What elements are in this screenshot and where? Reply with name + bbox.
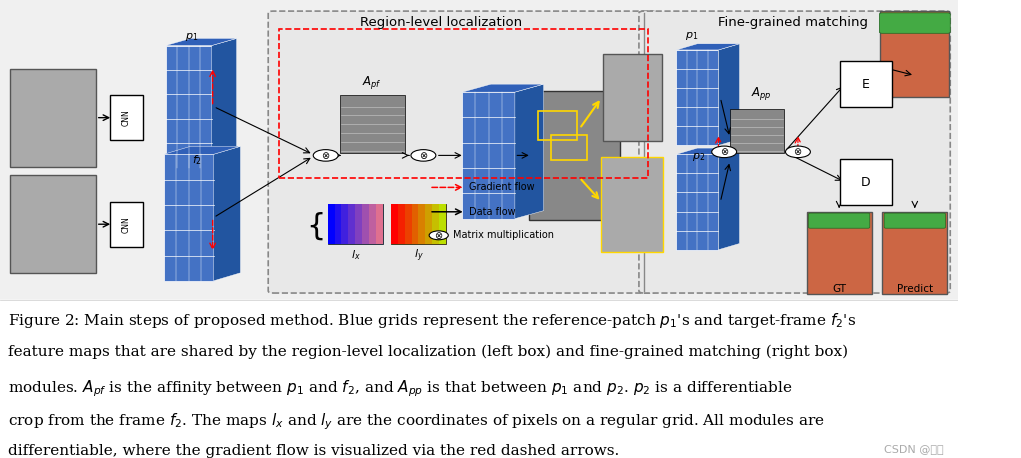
FancyBboxPatch shape: [110, 202, 143, 247]
FancyBboxPatch shape: [335, 204, 341, 244]
FancyBboxPatch shape: [882, 212, 947, 294]
Text: feature maps that are shared by the region-level localization (left box) and fin: feature maps that are shared by the regi…: [8, 345, 847, 360]
FancyBboxPatch shape: [411, 204, 419, 244]
Text: differentiable, where the gradient flow is visualized via the red dashed arrows.: differentiable, where the gradient flow …: [8, 444, 619, 458]
Polygon shape: [213, 146, 240, 281]
Text: Region-level localization: Region-level localization: [359, 16, 522, 28]
FancyBboxPatch shape: [165, 45, 211, 168]
FancyBboxPatch shape: [269, 11, 657, 293]
Circle shape: [785, 146, 811, 158]
FancyBboxPatch shape: [676, 154, 719, 250]
Text: $\otimes$: $\otimes$: [720, 147, 729, 158]
Text: Gradient flow: Gradient flow: [470, 182, 535, 192]
FancyBboxPatch shape: [376, 204, 383, 244]
Text: CNN: CNN: [121, 109, 131, 126]
Polygon shape: [719, 148, 739, 250]
Text: $l_y$: $l_y$: [414, 248, 424, 264]
FancyBboxPatch shape: [355, 204, 362, 244]
FancyBboxPatch shape: [840, 61, 891, 107]
Text: $\otimes$: $\otimes$: [419, 150, 428, 161]
Polygon shape: [463, 84, 543, 92]
FancyBboxPatch shape: [341, 204, 348, 244]
FancyBboxPatch shape: [110, 95, 143, 140]
FancyBboxPatch shape: [328, 204, 335, 244]
Text: $p_1$: $p_1$: [185, 31, 198, 43]
Polygon shape: [165, 38, 237, 45]
FancyBboxPatch shape: [9, 69, 96, 167]
Text: modules. $A_{pf}$ is the affinity between $p_1$ and $f_2$, and $A_{pp}$ is that : modules. $A_{pf}$ is the affinity betwee…: [8, 378, 792, 399]
Text: CNN: CNN: [121, 216, 131, 233]
FancyBboxPatch shape: [529, 91, 620, 220]
FancyBboxPatch shape: [879, 13, 951, 33]
Text: GT: GT: [832, 284, 846, 294]
Circle shape: [410, 150, 436, 161]
FancyBboxPatch shape: [348, 204, 355, 244]
Text: $\otimes$: $\otimes$: [793, 147, 803, 158]
Text: Matrix multiplication: Matrix multiplication: [453, 230, 554, 240]
Text: E: E: [862, 78, 870, 91]
Text: crop from the frame $f_2$. The maps $l_x$ and $l_y$ are the coordinates of pixel: crop from the frame $f_2$. The maps $l_x…: [8, 412, 825, 432]
FancyBboxPatch shape: [328, 204, 383, 244]
Text: $p_1$: $p_1$: [685, 30, 698, 42]
Text: Figure 2: Main steps of proposed method. Blue grids represent the reference-patc: Figure 2: Main steps of proposed method.…: [8, 311, 856, 330]
Polygon shape: [515, 84, 543, 218]
Polygon shape: [163, 146, 240, 154]
Polygon shape: [676, 148, 739, 154]
FancyBboxPatch shape: [880, 11, 950, 98]
FancyBboxPatch shape: [439, 204, 446, 244]
FancyBboxPatch shape: [602, 55, 662, 141]
Text: CSDN @藏晖: CSDN @藏晖: [884, 444, 943, 454]
FancyBboxPatch shape: [9, 175, 96, 273]
FancyBboxPatch shape: [809, 213, 870, 228]
FancyBboxPatch shape: [391, 204, 398, 244]
Text: Fine-grained matching: Fine-grained matching: [718, 16, 868, 28]
Text: $\otimes$: $\otimes$: [321, 150, 331, 161]
Polygon shape: [719, 44, 739, 145]
FancyBboxPatch shape: [884, 213, 945, 228]
Text: $A_{pp}$: $A_{pp}$: [751, 85, 772, 102]
Text: Predict: Predict: [896, 284, 933, 294]
FancyBboxPatch shape: [676, 50, 719, 145]
FancyBboxPatch shape: [840, 159, 891, 205]
FancyBboxPatch shape: [340, 95, 405, 153]
Text: D: D: [861, 175, 871, 189]
Circle shape: [712, 146, 736, 158]
FancyBboxPatch shape: [404, 204, 411, 244]
FancyBboxPatch shape: [432, 204, 439, 244]
FancyBboxPatch shape: [601, 157, 664, 252]
FancyBboxPatch shape: [419, 204, 426, 244]
Polygon shape: [211, 38, 237, 168]
Polygon shape: [676, 44, 739, 50]
Circle shape: [429, 231, 448, 240]
FancyBboxPatch shape: [639, 11, 951, 293]
Text: $p_2$: $p_2$: [691, 151, 704, 163]
Text: $\otimes$: $\otimes$: [434, 230, 443, 241]
FancyBboxPatch shape: [163, 154, 213, 281]
FancyBboxPatch shape: [369, 204, 376, 244]
Text: $f_2$: $f_2$: [192, 153, 201, 167]
Text: $l_x$: $l_x$: [350, 248, 360, 262]
FancyBboxPatch shape: [0, 0, 963, 300]
FancyBboxPatch shape: [807, 212, 872, 294]
FancyBboxPatch shape: [463, 92, 515, 218]
FancyBboxPatch shape: [362, 204, 369, 244]
Text: Data flow: Data flow: [470, 207, 516, 217]
FancyBboxPatch shape: [730, 109, 783, 153]
FancyBboxPatch shape: [391, 204, 446, 244]
Text: {: {: [306, 212, 326, 241]
FancyBboxPatch shape: [398, 204, 404, 244]
Circle shape: [313, 150, 338, 161]
FancyBboxPatch shape: [426, 204, 432, 244]
Text: $A_{pf}$: $A_{pf}$: [361, 74, 382, 91]
